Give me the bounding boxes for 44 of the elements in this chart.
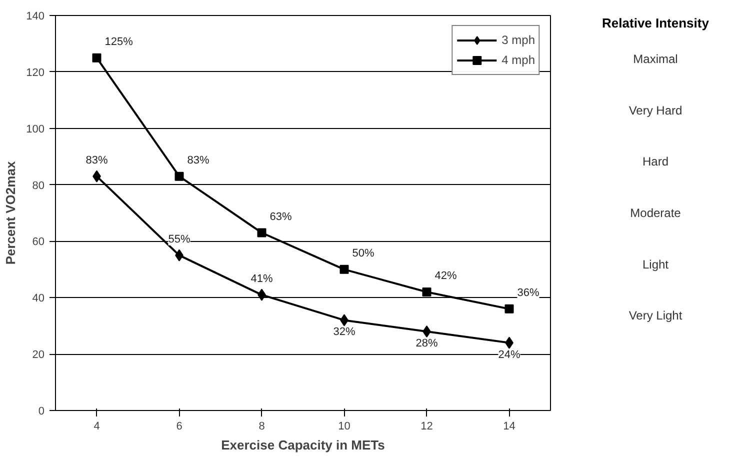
data-label: 125% — [104, 36, 134, 48]
text: Very Light — [628, 308, 683, 323]
legend-label: 3 mph — [502, 33, 535, 47]
text: Light — [642, 257, 670, 272]
point — [422, 326, 431, 338]
data-label: 55% — [168, 233, 190, 246]
data-label: 83% — [86, 154, 108, 166]
data-label: 83% — [187, 154, 210, 166]
text: Very Hard — [628, 103, 682, 118]
x-axis-title: Exercise Capacity in METs — [221, 438, 385, 452]
x-tick-label: 10 — [338, 420, 350, 432]
legend-label: 4 mph — [502, 53, 535, 67]
data-label: 63% — [270, 210, 292, 223]
y-tick-label: 100 — [26, 123, 45, 136]
text: Relative Intensity — [602, 16, 710, 30]
x-tick-label: 14 — [503, 420, 516, 432]
data-label: 32% — [333, 326, 356, 338]
point — [422, 288, 432, 296]
y-tick-label: 140 — [26, 10, 45, 22]
y-tick-label: 80 — [32, 180, 45, 192]
data-label: 50% — [352, 247, 374, 260]
x-tick-label: 4 — [94, 420, 100, 432]
data-label: 42% — [434, 270, 457, 282]
y-tick-label: 60 — [32, 236, 45, 248]
data-label: 28% — [416, 338, 438, 350]
point — [504, 304, 514, 314]
x-tick-label: 6 — [176, 420, 182, 432]
x-tick-label: 8 — [258, 420, 265, 432]
y-tick-label: 120 — [26, 66, 45, 79]
y-tick-label: 20 — [32, 349, 45, 362]
data-label: 24% — [498, 348, 520, 361]
text: Moderate — [630, 206, 682, 220]
point — [340, 264, 349, 274]
point — [174, 172, 184, 181]
x-tick-label: 12 — [420, 420, 433, 432]
y-tick-label: 40 — [32, 292, 45, 305]
text: Hard — [642, 154, 669, 169]
point — [92, 53, 102, 62]
data-label: 41% — [250, 272, 273, 285]
data-label: 36% — [517, 286, 540, 299]
y-tick-label: 0 — [38, 406, 45, 418]
point — [257, 228, 266, 238]
text: Maximal — [633, 52, 678, 66]
y-axis-title: Percent VO2max — [3, 160, 18, 265]
